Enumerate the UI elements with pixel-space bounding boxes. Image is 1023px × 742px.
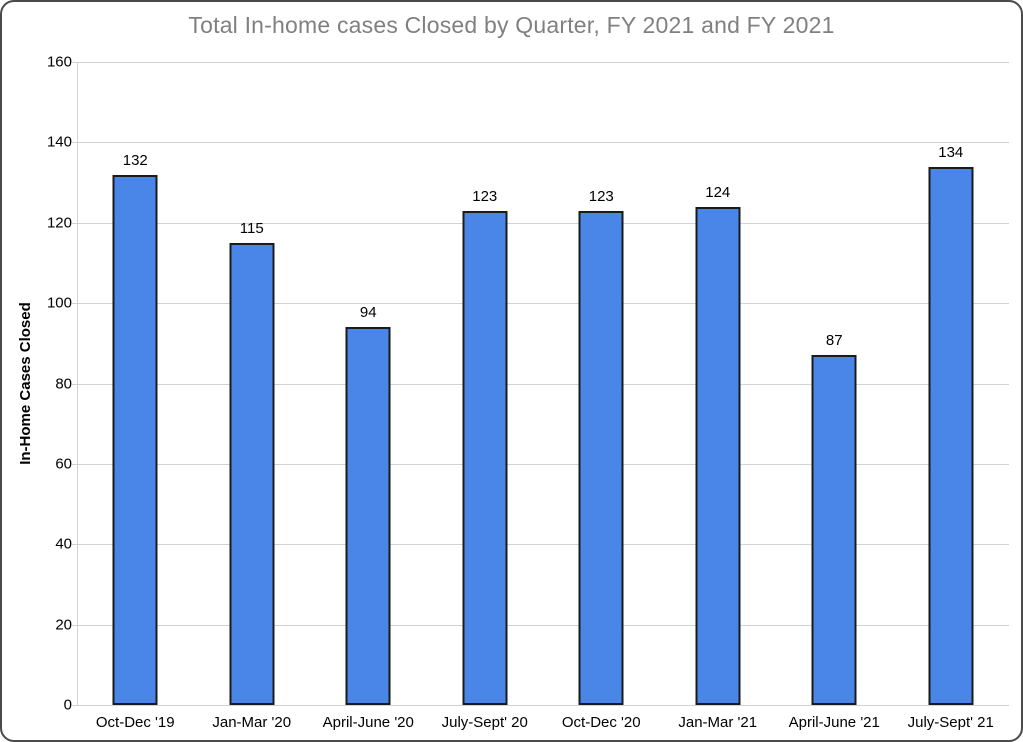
gridline <box>72 544 1009 546</box>
y-tick-label: 40 <box>55 535 72 553</box>
bar-value-label: 132 <box>122 151 148 169</box>
bar-slot: 87 <box>776 62 893 705</box>
bar-Jan-Mar '21 <box>695 206 741 705</box>
y-tick-label: 80 <box>55 375 72 392</box>
bar-value-label: 124 <box>705 183 731 201</box>
bar-Jan-Mar '20 <box>229 242 275 705</box>
y-tick-label: 160 <box>46 53 72 71</box>
y-tick-label: 60 <box>55 455 72 473</box>
bar-July-Sept' 21 <box>928 166 974 705</box>
x-tick-label: April-June '21 <box>788 714 880 731</box>
bar-slot: 132 <box>77 62 194 705</box>
bar-slot: 94 <box>310 62 427 705</box>
bar-April-June '20 <box>345 327 391 705</box>
chart-title: Total In-home cases Closed by Quarter, F… <box>188 12 835 38</box>
x-tick-label: July-Sept' 20 <box>441 714 528 731</box>
y-tick-label: 0 <box>63 696 72 714</box>
gridline <box>72 62 1009 63</box>
gridline <box>72 705 1009 706</box>
gridline <box>72 142 1009 144</box>
x-tick-label: Jan-Mar '21 <box>678 714 758 731</box>
gridline <box>72 222 1009 224</box>
bar-value-label: 123 <box>588 187 614 205</box>
bar-slot: 124 <box>660 62 777 705</box>
x-tick-label: Oct-Dec '19 <box>95 714 175 731</box>
y-tick-label: 140 <box>46 133 72 151</box>
bar-slot: 123 <box>543 62 660 705</box>
bar-Oct-Dec '20 <box>578 210 624 705</box>
gridline <box>72 463 1009 465</box>
bar-value-label: 94 <box>359 304 377 322</box>
gridline <box>72 383 1009 385</box>
x-tick-label: April-June '20 <box>322 714 414 731</box>
plot-area: 132 115 94 123 123 124 87 134 <box>72 62 1009 706</box>
y-tick-label: 120 <box>46 214 72 232</box>
bar-value-label: 87 <box>825 332 843 350</box>
bar-slot: 115 <box>194 62 311 705</box>
bar-April-June '21 <box>811 355 857 705</box>
gridline <box>72 303 1009 305</box>
bar-value-label: 115 <box>239 219 264 237</box>
y-tick-label: 20 <box>55 616 72 634</box>
x-tick-label: July-Sept' 21 <box>907 714 994 731</box>
bar-July-Sept' 20 <box>462 210 508 705</box>
bar-value-label: 134 <box>938 143 964 161</box>
gridline <box>72 624 1009 626</box>
y-tick-label: 100 <box>46 294 72 312</box>
bar-slot: 123 <box>427 62 544 705</box>
bar-slot: 134 <box>893 62 1010 705</box>
bar-Oct-Dec '19 <box>112 174 158 705</box>
bar-value-label: 123 <box>472 187 498 205</box>
bars-layer: 132 115 94 123 123 124 87 134 <box>77 62 1009 705</box>
x-tick-label: Oct-Dec '20 <box>561 714 641 731</box>
x-tick-label: Jan-Mar '20 <box>212 714 292 731</box>
